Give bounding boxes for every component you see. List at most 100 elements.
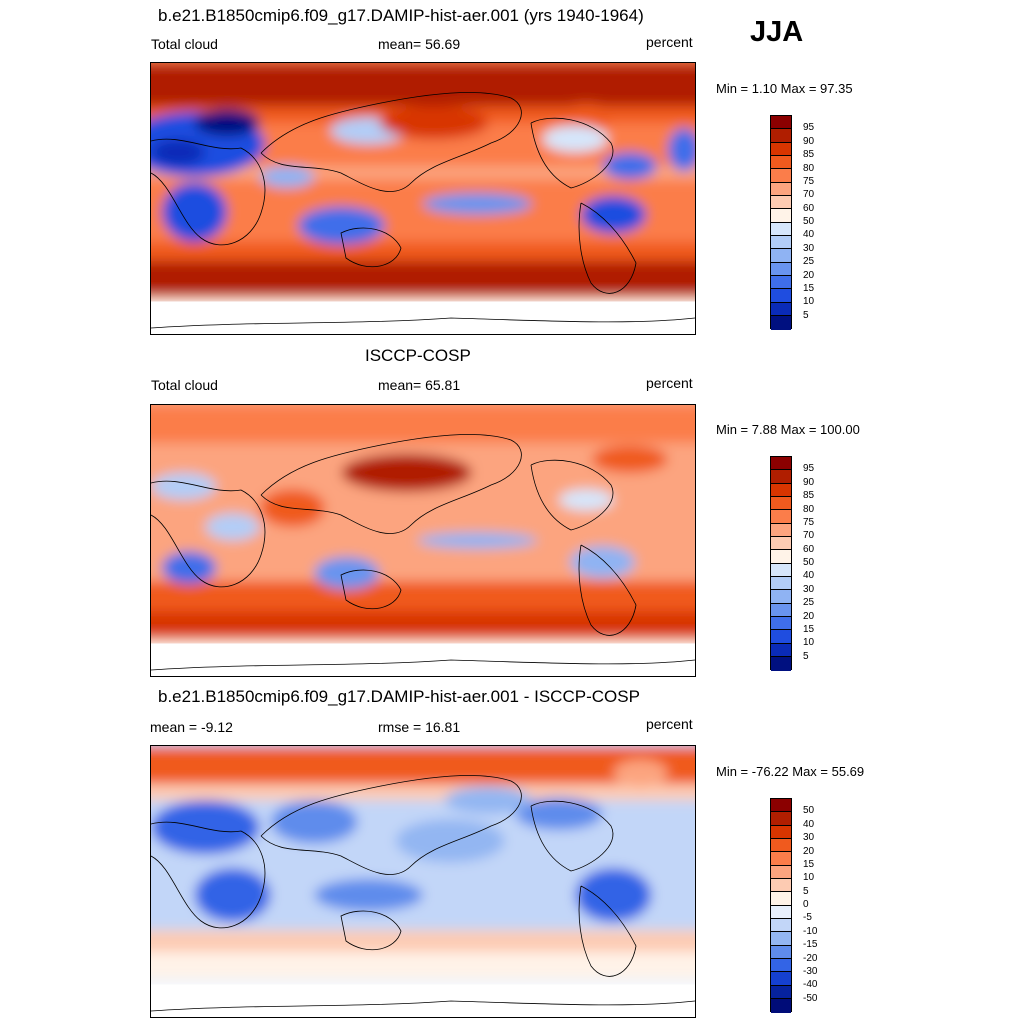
colorbar-tick-label: 60 [803, 202, 815, 214]
colorbar-swatch [771, 892, 791, 906]
panel2-units-label: percent [646, 375, 693, 391]
season-label: JJA [750, 16, 804, 48]
colorbar-swatch [771, 129, 791, 143]
colorbar-swatch [771, 825, 791, 840]
colorbar-tick-label: 90 [803, 135, 815, 147]
panel2-variable-label: Total cloud [151, 377, 218, 393]
colorbar-tick-label: -30 [803, 965, 818, 977]
colorbar-swatch [771, 643, 791, 658]
colorbar-swatch [771, 537, 791, 551]
colorbar-tick-label: -50 [803, 992, 818, 1004]
colorbar-swatch [771, 905, 791, 920]
colorbar-tick-label: 20 [803, 610, 815, 622]
panel1-map [150, 62, 696, 335]
panel2-map [150, 404, 696, 677]
colorbar-swatch [771, 812, 791, 826]
colorbar-tick-label: 60 [803, 543, 815, 555]
colorbar-swatch [771, 457, 791, 471]
colorbar-tick-label: -40 [803, 979, 818, 991]
colorbar-tick-label: 80 [803, 162, 815, 174]
colorbar-swatch [771, 799, 791, 813]
colorbar-tick-label: 85 [803, 149, 815, 161]
colorbar-swatch [771, 249, 791, 263]
colorbar-swatch [771, 316, 791, 330]
colorbar-swatch [771, 523, 791, 538]
colorbar-tick-label: 0 [803, 899, 809, 910]
colorbar-swatch [771, 289, 791, 303]
colorbar-swatch [771, 945, 791, 960]
colorbar-tick-label: -20 [803, 952, 818, 964]
colorbar-swatch [771, 142, 791, 157]
colorbar-tick-label: 40 [803, 818, 815, 830]
colorbar-tick-label: 40 [803, 229, 815, 241]
colorbar-swatch [771, 470, 791, 484]
colorbar-tick-label: 20 [803, 269, 815, 281]
colorbar-swatch [771, 497, 791, 511]
colorbar-swatch [771, 276, 791, 290]
colorbar-tick-label: 15 [803, 623, 815, 635]
colorbar-swatch [771, 302, 791, 317]
colorbar-swatch [771, 617, 791, 631]
panel1-variable-label: Total cloud [151, 36, 218, 52]
panel2-minmax: Min = 7.88 Max = 100.00 [716, 422, 860, 437]
colorbar-tick-label: -10 [803, 925, 818, 937]
colorbar-tick-label: 85 [803, 490, 815, 502]
panel1-mean-label: mean= 56.69 [378, 36, 461, 52]
panel2-mean-label: mean= 65.81 [378, 377, 461, 393]
colorbar-swatch [771, 236, 791, 250]
colorbar-tick-label: 75 [803, 175, 815, 187]
colorbar-tick-label: 50 [803, 557, 815, 568]
colorbar-tick-label: 90 [803, 476, 815, 488]
colorbar-tick-label: 30 [803, 583, 815, 595]
colorbar-tick-label: -5 [803, 912, 812, 924]
colorbar-swatch [771, 932, 791, 946]
colorbar-swatch [771, 839, 791, 853]
colorbar-tick-label: 50 [803, 805, 815, 817]
colorbar-tick-label: 10 [803, 872, 815, 884]
colorbar-tick-label: 95 [803, 122, 815, 134]
colorbar-swatch [771, 865, 791, 880]
panel2-colorbar [770, 456, 792, 671]
colorbar-tick-label: -15 [803, 939, 818, 951]
colorbar-tick-label: 40 [803, 570, 815, 582]
colorbar-tick-label: 30 [803, 832, 815, 844]
colorbar-swatch [771, 972, 791, 986]
panel2-map-canvas [151, 405, 695, 676]
colorbar-swatch [771, 563, 791, 578]
panel1-map-canvas [151, 63, 695, 334]
colorbar-tick-label: 25 [803, 256, 815, 268]
colorbar-swatch [771, 169, 791, 183]
panel3-units-label: percent [646, 716, 693, 732]
colorbar-swatch [771, 603, 791, 618]
colorbar-swatch [771, 919, 791, 933]
colorbar-tick-label: 15 [803, 858, 815, 870]
colorbar-tick-label: 70 [803, 530, 815, 542]
colorbar-swatch [771, 590, 791, 604]
colorbar-swatch [771, 630, 791, 644]
panel3-map [150, 745, 696, 1018]
panel1-units-label: percent [646, 34, 693, 50]
colorbar-tick-label: 75 [803, 516, 815, 528]
panel2-title: ISCCP-COSP [365, 346, 471, 365]
colorbar-swatch [771, 657, 791, 671]
panel3-mean-label: mean = -9.12 [150, 719, 233, 735]
colorbar-swatch [771, 985, 791, 1000]
panel3-minmax: Min = -76.22 Max = 55.69 [716, 764, 865, 779]
panel1-colorbar [770, 115, 792, 330]
colorbar-swatch [771, 879, 791, 893]
colorbar-tick-label: 5 [803, 650, 809, 662]
colorbar-swatch [771, 209, 791, 223]
colorbar-tick-label: 30 [803, 242, 815, 254]
colorbar-tick-label: 50 [803, 216, 815, 227]
panel3-title: b.e21.B1850cmip6.f09_g17.DAMIP-hist-aer.… [158, 687, 640, 706]
colorbar-swatch [771, 510, 791, 524]
colorbar-swatch [771, 116, 791, 130]
colorbar-tick-label: 95 [803, 463, 815, 475]
colorbar-swatch [771, 196, 791, 210]
panel1-minmax: Min = 1.10 Max = 97.35 [716, 81, 853, 96]
colorbar-swatch [771, 262, 791, 277]
colorbar-swatch [771, 483, 791, 498]
colorbar-tick-label: 70 [803, 189, 815, 201]
colorbar-tick-label: 80 [803, 503, 815, 515]
colorbar-tick-label: 5 [803, 309, 809, 321]
